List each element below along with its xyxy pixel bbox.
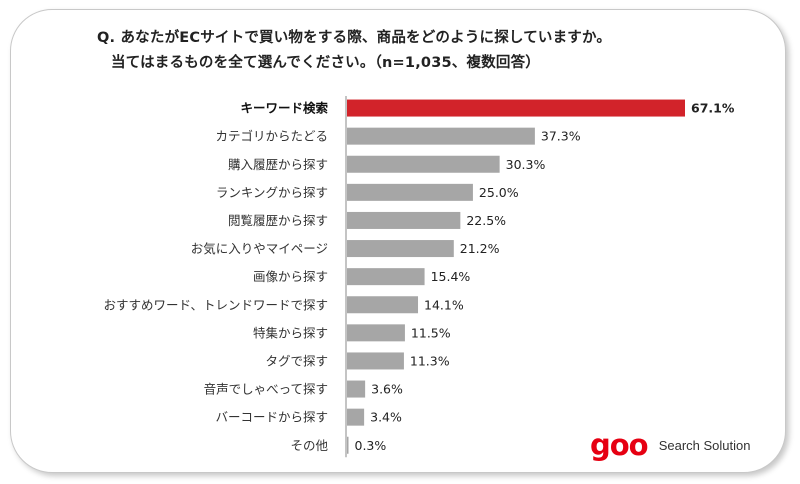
bar-10 (347, 380, 366, 398)
bar-8 (347, 324, 405, 342)
bar-4 (347, 211, 461, 229)
category-label-0: キーワード検索 (240, 101, 328, 116)
category-label-5: お気に入りやマイページ (191, 241, 328, 256)
value-label-1: 37.3% (541, 129, 581, 144)
bar-1 (347, 127, 535, 145)
category-label-2: 購入履歴から探す (228, 157, 328, 172)
logo-subtitle: Search Solution (658, 437, 751, 453)
category-label-10: 音声でしゃべって探す (204, 382, 328, 397)
value-label-0: 67.1% (691, 101, 735, 116)
category-label-8: 特集から探す (253, 325, 328, 340)
category-label-6: 画像から探す (253, 269, 328, 284)
value-label-3: 25.0% (479, 185, 519, 200)
value-label-4: 22.5% (466, 213, 506, 228)
chart-title-line1: Q. あなたがECサイトで買い物をする際、商品をどのように探していますか。 (97, 30, 612, 46)
category-label-7: おすすめワード、トレンドワードで探す (103, 297, 328, 312)
goo-logo: goo Search Solution (590, 428, 750, 462)
bar-5 (347, 240, 454, 258)
value-label-6: 15.4% (431, 269, 471, 284)
value-label-5: 21.2% (460, 241, 500, 256)
category-label-9: タグで探す (265, 353, 328, 368)
bar-3 (347, 183, 473, 201)
bar-11 (347, 408, 365, 426)
bar-6 (347, 268, 425, 286)
category-label-11: バーコードから探す (215, 410, 328, 425)
value-label-2: 30.3% (506, 157, 546, 172)
category-label-12: その他 (290, 438, 328, 453)
bar-9 (347, 352, 404, 370)
bar-12 (347, 436, 349, 454)
bar-0 (347, 99, 685, 117)
bar-7 (347, 296, 419, 314)
category-label-4: 閲覧履歴から探す (228, 213, 328, 228)
value-label-7: 14.1% (424, 297, 464, 312)
value-label-11: 3.4% (370, 410, 402, 425)
value-label-9: 11.3% (410, 353, 450, 368)
category-label-1: カテゴリからたどる (215, 129, 328, 144)
logo-brand: goo (590, 428, 649, 462)
value-label-8: 11.5% (411, 325, 451, 340)
bar-2 (347, 155, 500, 173)
chart-title-line2: 当てはまるものを全て選んでください。（n=1,035、複数回答） (111, 55, 540, 71)
value-label-10: 3.6% (371, 382, 403, 397)
value-label-12: 0.3% (355, 438, 387, 453)
category-label-3: ランキングから探す (216, 185, 328, 200)
